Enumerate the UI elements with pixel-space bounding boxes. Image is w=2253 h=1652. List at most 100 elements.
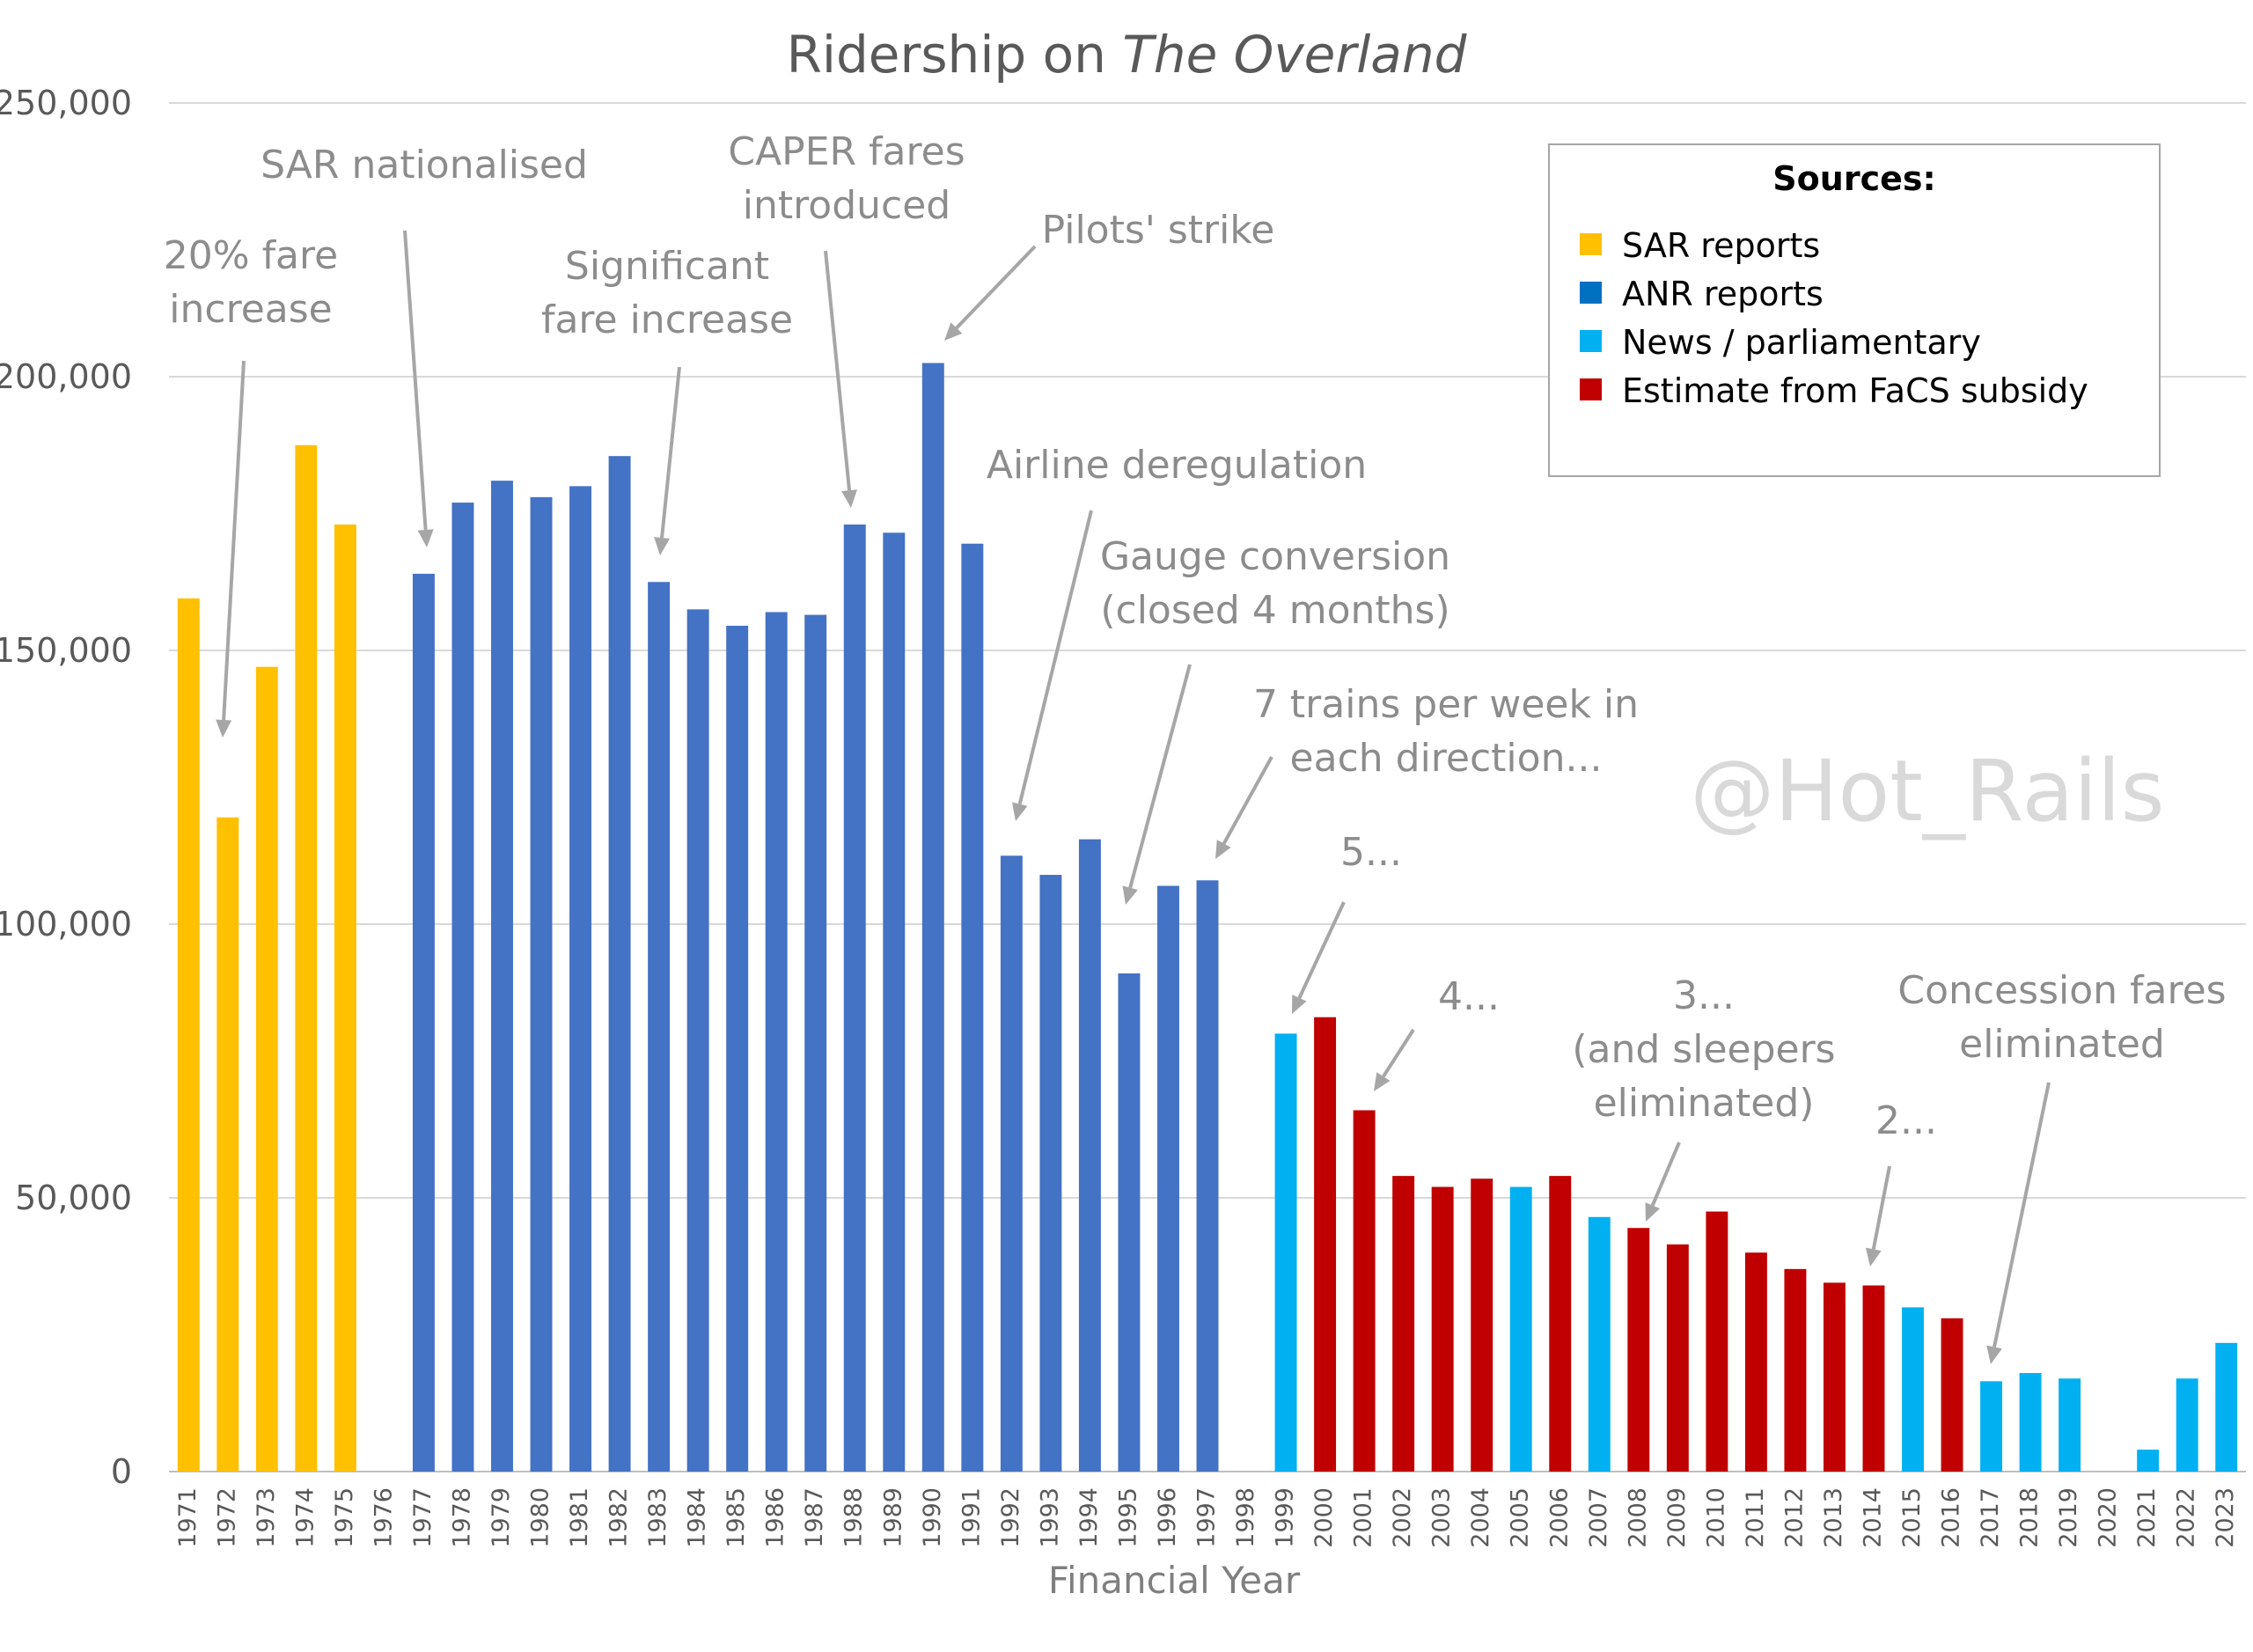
x-tick-label: 2003 bbox=[1428, 1487, 1456, 1548]
annotation-arrowhead bbox=[1011, 802, 1028, 821]
bar bbox=[726, 626, 749, 1472]
x-tick-label: 2022 bbox=[2173, 1487, 2200, 1548]
annotation-label: SAR nationalised bbox=[261, 143, 588, 187]
x-tick-label: 1998 bbox=[1232, 1487, 1259, 1548]
annotation-line: introduced bbox=[743, 183, 950, 228]
y-tick-label: 200,000 bbox=[0, 357, 132, 396]
annotation-line: increase bbox=[169, 287, 332, 332]
x-tick-label: 1981 bbox=[566, 1487, 593, 1548]
bar bbox=[1627, 1228, 1650, 1472]
annotation-label: Gauge conversion (closed 4 months) bbox=[1100, 534, 1450, 633]
y-tick-label: 0 bbox=[111, 1452, 132, 1491]
bar bbox=[1823, 1282, 1846, 1472]
x-axis-title: Financial Year bbox=[1048, 1559, 1301, 1602]
annotation-arrowhead bbox=[841, 489, 857, 508]
legend-swatch bbox=[1580, 330, 1602, 352]
annotation-label: 2... bbox=[1875, 1098, 1937, 1143]
bar bbox=[1078, 839, 1101, 1472]
annotation-line: eliminated bbox=[1959, 1022, 2165, 1067]
annotation-arrowhead bbox=[1292, 995, 1307, 1014]
bar bbox=[1549, 1176, 1572, 1472]
bar bbox=[1588, 1216, 1611, 1472]
annotations: 20% fare increase SAR nationalised Signific… bbox=[164, 129, 2227, 1143]
x-tick-label: 1984 bbox=[684, 1487, 711, 1548]
legend-title: Sources: bbox=[1772, 159, 1935, 198]
x-tick-label: 2020 bbox=[2095, 1487, 2122, 1548]
annotation-arrow bbox=[1871, 1165, 1891, 1250]
x-tick-label: 2006 bbox=[1545, 1487, 1573, 1548]
bars bbox=[177, 363, 2238, 1472]
annotation-arrow bbox=[955, 245, 1037, 329]
bar bbox=[961, 543, 984, 1472]
legend-label: News / parliamentary bbox=[1622, 323, 1981, 362]
y-tick-label: 150,000 bbox=[0, 631, 132, 670]
x-tick-label: 2008 bbox=[1624, 1487, 1651, 1548]
bar bbox=[491, 481, 513, 1472]
bar bbox=[2176, 1378, 2198, 1472]
x-tick-label: 2009 bbox=[1663, 1487, 1691, 1548]
bar bbox=[1353, 1110, 1376, 1472]
y-tick-label: 100,000 bbox=[0, 905, 132, 943]
x-tick-label: 2023 bbox=[2212, 1487, 2239, 1548]
x-tick-label: 2015 bbox=[1898, 1487, 1926, 1548]
x-tick-label: 2004 bbox=[1467, 1487, 1494, 1548]
x-tick-label: 2017 bbox=[1977, 1487, 2004, 1548]
x-tick-label: 1972 bbox=[213, 1487, 240, 1548]
bar bbox=[1431, 1186, 1454, 1472]
annotation-arrowhead bbox=[1645, 1202, 1661, 1222]
annotation-arrowhead bbox=[1122, 885, 1138, 905]
x-tick-label: 2001 bbox=[1350, 1487, 1377, 1548]
bar bbox=[1706, 1211, 1728, 1472]
y-tick-label: 250,000 bbox=[0, 84, 132, 122]
annotation-arrowhead bbox=[1986, 1345, 2002, 1364]
annotation-arrow bbox=[660, 366, 681, 539]
annotation-arrowhead bbox=[417, 529, 434, 547]
y-axis-ticks: 0 50,000 100,000 150,000 200,000 250,000 bbox=[0, 84, 132, 1491]
annotation-arrow bbox=[222, 360, 246, 721]
x-tick-label: 1985 bbox=[723, 1487, 750, 1548]
chart-title-main: Ridership on bbox=[787, 25, 1123, 84]
annotation-arrows bbox=[216, 230, 2051, 1364]
bar bbox=[765, 612, 788, 1472]
annotation-line: 20% fare bbox=[164, 233, 338, 278]
bar bbox=[1392, 1176, 1415, 1472]
annotation-arrow bbox=[1992, 1082, 2051, 1347]
x-tick-label: 1983 bbox=[644, 1487, 671, 1548]
bar bbox=[1196, 880, 1219, 1472]
bar bbox=[1039, 875, 1062, 1472]
bar bbox=[1744, 1252, 1767, 1472]
legend-swatch bbox=[1580, 233, 1602, 255]
annotation-line: each direction... bbox=[1290, 736, 1603, 781]
annotation-line: SAR nationalised bbox=[261, 143, 588, 187]
legend-swatch bbox=[1580, 378, 1602, 400]
annotation-label: 4... bbox=[1438, 974, 1500, 1019]
bar bbox=[255, 666, 278, 1472]
y-tick-label: 50,000 bbox=[15, 1178, 132, 1217]
annotation-label: Significant fare increase bbox=[541, 244, 793, 342]
x-tick-label: 1976 bbox=[370, 1487, 397, 1548]
bar bbox=[1784, 1268, 1807, 1472]
x-tick-label: 2014 bbox=[1859, 1487, 1886, 1548]
x-tick-label: 2021 bbox=[2133, 1487, 2161, 1548]
x-tick-label: 1982 bbox=[605, 1487, 633, 1548]
x-tick-label: 1986 bbox=[762, 1487, 789, 1548]
annotation-arrow bbox=[1650, 1142, 1681, 1207]
bar bbox=[1666, 1244, 1689, 1472]
bar bbox=[295, 444, 318, 1472]
annotation-arrowhead bbox=[1374, 1072, 1391, 1091]
bar bbox=[451, 503, 474, 1472]
annotation-label: Airline deregulation bbox=[987, 443, 1367, 488]
x-tick-label: 2002 bbox=[1389, 1487, 1416, 1548]
bar bbox=[1314, 1017, 1337, 1472]
bar bbox=[921, 363, 944, 1472]
annotation-arrow bbox=[1222, 756, 1273, 845]
annotation-line: Significant bbox=[565, 244, 769, 289]
annotation-arrow bbox=[1382, 1028, 1415, 1078]
annotation-line: 5... bbox=[1340, 830, 1402, 875]
x-tick-label: 2005 bbox=[1507, 1487, 1534, 1548]
annotation-line: Concession fares bbox=[1897, 968, 2226, 1013]
x-tick-label: 2011 bbox=[1742, 1487, 1769, 1548]
annotation-label: 20% fare increase bbox=[164, 233, 338, 332]
